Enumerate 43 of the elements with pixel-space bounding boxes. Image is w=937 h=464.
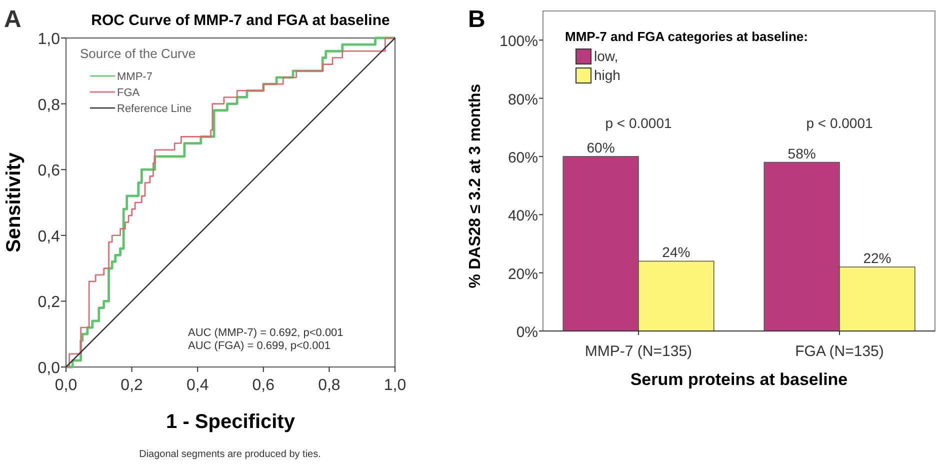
annotation: AUC (MMP-7) = 0.692, p<0.001	[188, 327, 344, 339]
chart-title: ROC Curve of MMP-7 and FGA at baseline	[91, 12, 390, 29]
data-label: 22%	[863, 250, 892, 266]
legend-title: Source of the Curve	[80, 46, 196, 61]
annotation: p < 0.0001	[605, 115, 672, 131]
annotation: AUC (FGA) = 0.699, p<0.001	[188, 340, 330, 352]
legend-title: MMP-7 and FGA categories at baseline:	[565, 29, 808, 44]
y-tick-label: 60%	[508, 149, 538, 166]
legend-label: FGA	[117, 87, 140, 99]
x-tick-label: 0,4	[186, 377, 209, 394]
data-label: 58%	[788, 145, 816, 162]
x-tick-label: FGA (N=135)	[795, 343, 884, 360]
text: A	[4, 6, 22, 33]
y-tick-label: 1,0	[38, 31, 60, 48]
legend-label: Reference Line	[117, 103, 192, 115]
y-tick-label: 0%	[516, 324, 538, 341]
x-tick-label: 1,0	[384, 377, 406, 394]
text: Diagonal segments are produced by ties.	[139, 449, 321, 460]
x-axis-title: Serum proteins at baseline	[630, 370, 848, 389]
y-tick-label: 20%	[508, 266, 538, 283]
legend-label: low,	[594, 48, 618, 64]
x-tick-label: 0,8	[318, 377, 340, 394]
x-axis-title: 1 - Specificity	[166, 411, 296, 433]
data-label: 60%	[586, 139, 615, 156]
y-tick-label: 40%	[508, 208, 538, 225]
text: B	[468, 6, 486, 33]
x-tick-label: MMP-7 (N=135)	[584, 343, 692, 360]
y-tick-label: 80%	[508, 91, 538, 108]
legend-label: MMP-7	[117, 71, 152, 83]
y-axis-title: % DAS28 ≤ 3.2 at 3 months	[467, 84, 484, 288]
data-label: 24%	[662, 244, 690, 260]
y-tick-label: 0,8	[38, 96, 60, 114]
x-tick-label: 0,0	[54, 377, 78, 394]
annotation: p < 0.0001	[806, 115, 874, 131]
y-tick-label: 0,0	[38, 360, 60, 377]
x-tick-label: 0,2	[120, 377, 144, 394]
y-tick-label: 100%	[500, 33, 538, 50]
y-tick-label: 0,2	[38, 294, 60, 312]
legend-label: high	[594, 67, 620, 83]
y-tick-label: 0,6	[38, 162, 60, 180]
x-tick-label: 0,6	[252, 377, 275, 394]
y-tick-label: 0,4	[38, 228, 60, 246]
y-axis-title: Sensitivity	[3, 152, 25, 253]
